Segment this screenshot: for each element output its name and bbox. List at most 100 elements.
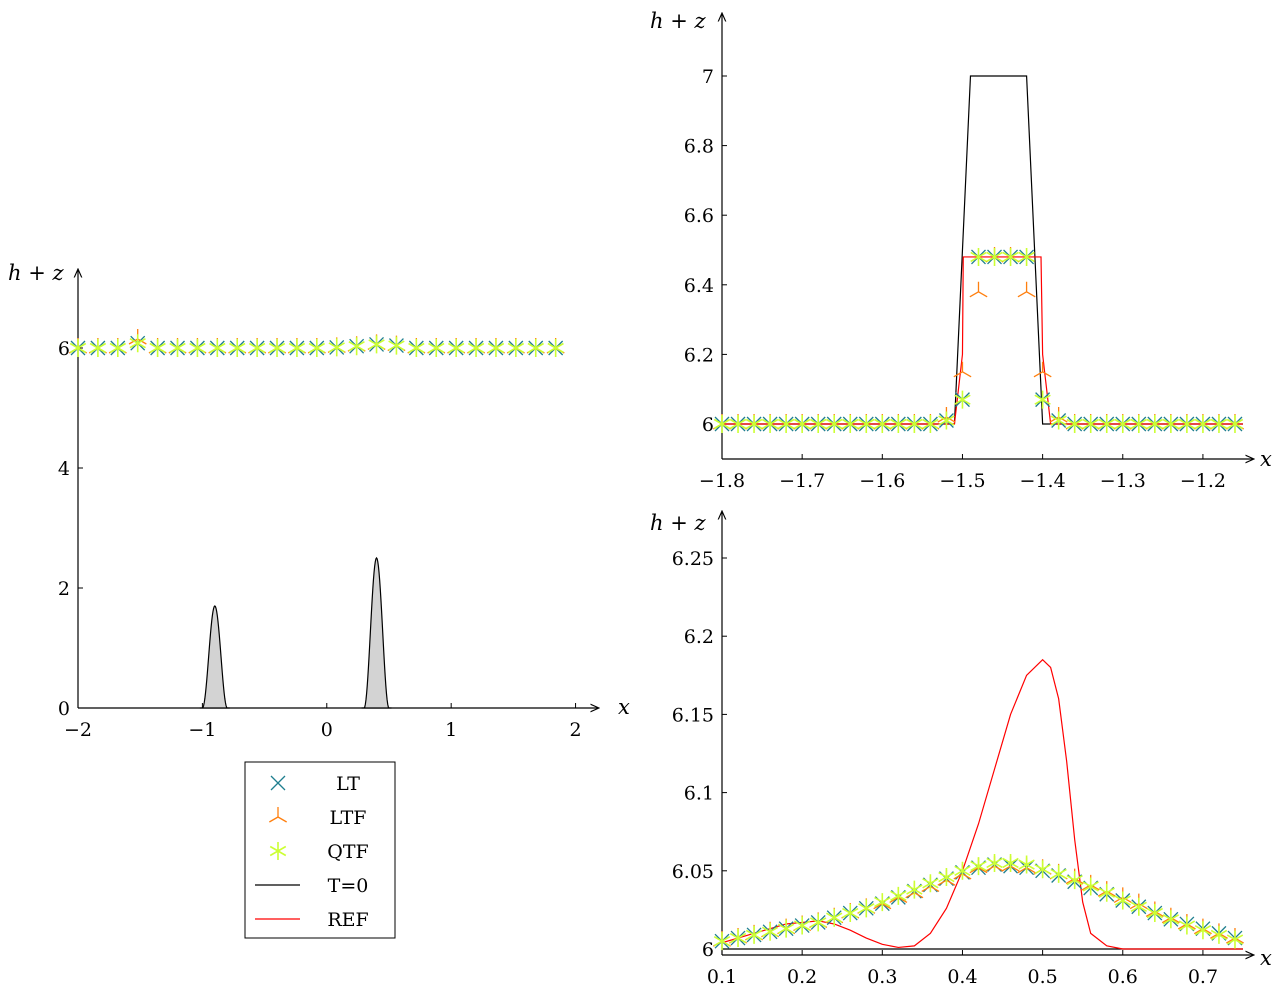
qtf-marker xyxy=(1002,247,1019,266)
qtf-marker xyxy=(858,899,875,918)
qtf-marker xyxy=(890,886,907,905)
y-tick-label: 6 xyxy=(702,939,714,961)
qtf-marker xyxy=(1114,891,1131,910)
qtf-marker xyxy=(938,868,955,887)
qtf-marker xyxy=(89,339,107,357)
qtf-marker xyxy=(777,919,795,938)
qtf-marker xyxy=(970,247,987,266)
qtf-marker xyxy=(1066,415,1083,433)
qtf-marker xyxy=(527,339,544,357)
x-tick-label: 0.7 xyxy=(1188,966,1218,988)
x-tick-label: −1.4 xyxy=(1020,470,1066,492)
legend-label: T=0 xyxy=(328,875,369,897)
bottom-right-panel: 0.1 0.2 0.3 0.4 0.5 0.6 0.7 6 6.05 6.1 6.15 6.2 6.25… xyxy=(650,511,1272,988)
x-axis-label: x xyxy=(618,695,630,719)
qtf-marker xyxy=(1162,910,1180,929)
qtf-marker xyxy=(1098,883,1115,902)
qtf-marker xyxy=(69,339,87,357)
qtf-marker xyxy=(328,338,345,357)
qtf-marker xyxy=(1098,415,1115,433)
qtf-marker xyxy=(348,337,365,356)
y-tick-label: 6.1 xyxy=(684,783,714,805)
qtf-marker xyxy=(149,339,166,357)
y-tick-label: 6.2 xyxy=(684,626,714,648)
qtf-marker xyxy=(761,922,779,941)
qtf-marker xyxy=(1146,415,1164,433)
x-tick-label: −1.8 xyxy=(699,470,745,492)
qtf-marker xyxy=(1002,853,1019,872)
qtf-marker xyxy=(906,880,923,899)
y-tick-label: 6 xyxy=(58,338,70,360)
legend-label: QTF xyxy=(327,841,368,863)
y-tick-label: 6.6 xyxy=(684,205,714,227)
x-tick-label: 0.3 xyxy=(867,966,897,988)
qtf-marker xyxy=(189,339,206,357)
y-tick-label: 6 xyxy=(702,414,714,436)
x-tick-label: 0.2 xyxy=(787,966,817,988)
qtf-marker xyxy=(209,339,226,357)
qtf-marker xyxy=(1178,916,1196,935)
x-tick-label: 0.6 xyxy=(1108,966,1138,988)
qtf-marker xyxy=(729,929,747,948)
y-tick-label: 4 xyxy=(58,458,70,480)
legend-x-icon xyxy=(270,775,286,791)
bottom-bump xyxy=(361,556,392,709)
bottom-bump xyxy=(199,605,230,709)
qtf-marker xyxy=(388,336,405,355)
qtf-marker xyxy=(1194,921,1212,940)
qtf-marker xyxy=(938,411,955,430)
x-tick-label: −1 xyxy=(188,719,216,741)
qtf-marker xyxy=(970,857,987,876)
qtf-marker xyxy=(1082,415,1099,433)
qtf-marker xyxy=(1050,864,1067,883)
x-axis-label: x xyxy=(1260,447,1272,471)
qtf-marker xyxy=(1226,930,1244,949)
qtf-marker xyxy=(547,339,564,357)
y-axis-label: h + z xyxy=(650,9,706,33)
legend-label: LT xyxy=(336,773,360,795)
qtf-marker xyxy=(986,853,1003,872)
qtf-marker xyxy=(487,339,505,357)
qtf-marker xyxy=(308,339,326,357)
ref-line xyxy=(721,658,1243,950)
legend-asterisk-icon xyxy=(269,842,287,860)
x-tick-label: 0.1 xyxy=(707,966,737,988)
qtf-marker xyxy=(1034,860,1051,879)
qtf-marker xyxy=(229,339,246,357)
qtf-marker xyxy=(507,339,525,357)
qtf-marker xyxy=(809,913,827,932)
qtf-marker xyxy=(1178,415,1196,433)
qtf-marker xyxy=(1130,897,1147,916)
qtf-marker xyxy=(826,415,843,433)
ltf-marker xyxy=(1033,361,1052,378)
y-tick-label: 7 xyxy=(702,66,714,88)
ref-line xyxy=(722,256,1243,425)
y-tick-label: 6.8 xyxy=(684,136,714,158)
qtf-marker xyxy=(729,415,747,433)
qtf-marker xyxy=(986,247,1003,266)
qtf-marker xyxy=(874,893,891,912)
qtf-marker xyxy=(906,415,923,433)
y-tick-label: 6.2 xyxy=(684,344,714,366)
x-tick-label: 1 xyxy=(445,719,457,741)
qtf-marker xyxy=(858,415,875,433)
qtf-marker xyxy=(467,339,485,357)
qtf-marker xyxy=(447,339,465,357)
qtf-marker xyxy=(777,415,795,433)
qtf-marker xyxy=(793,415,811,433)
y-axis-label: h + z xyxy=(8,261,64,285)
qtf-marker xyxy=(248,339,266,357)
qtf-marker xyxy=(842,415,859,433)
qtf-marker xyxy=(109,339,126,357)
qtf-marker xyxy=(954,861,971,880)
qtf-marker xyxy=(129,334,146,353)
ltf-marker xyxy=(969,281,988,298)
legend: LT LTF QTF T=0 REF xyxy=(244,761,396,939)
qtf-marker xyxy=(288,339,306,357)
x-tick-label: −1.5 xyxy=(939,470,985,492)
qtf-marker xyxy=(1194,415,1212,433)
qtf-marker xyxy=(713,932,731,951)
qtf-marker xyxy=(1130,415,1147,433)
qtf-marker xyxy=(1226,415,1244,433)
